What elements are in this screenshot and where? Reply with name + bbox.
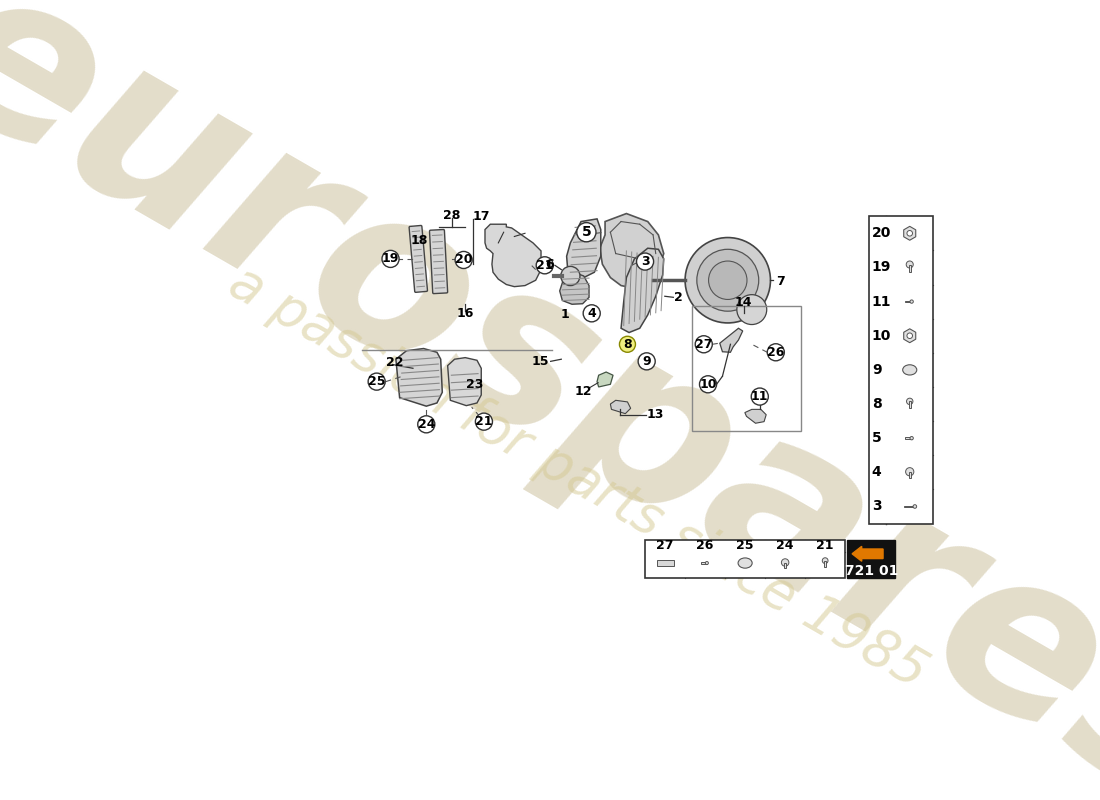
Circle shape: [768, 344, 784, 361]
Text: 26: 26: [767, 346, 784, 358]
Text: 19: 19: [382, 253, 399, 266]
Polygon shape: [621, 248, 663, 333]
Circle shape: [619, 336, 636, 352]
Text: 21: 21: [536, 259, 553, 272]
Text: 26: 26: [696, 539, 714, 553]
Text: 18: 18: [410, 234, 428, 246]
Circle shape: [751, 388, 768, 405]
Bar: [784, 562, 786, 568]
FancyArrow shape: [852, 546, 883, 562]
Text: 15: 15: [531, 355, 549, 368]
FancyBboxPatch shape: [645, 539, 845, 578]
Ellipse shape: [903, 365, 916, 375]
Text: 9: 9: [872, 363, 881, 377]
Text: 721 01: 721 01: [845, 563, 898, 578]
Text: 27: 27: [657, 539, 674, 553]
Circle shape: [368, 373, 385, 390]
Circle shape: [583, 305, 601, 322]
Circle shape: [700, 376, 716, 393]
Circle shape: [908, 333, 913, 338]
Circle shape: [695, 336, 713, 353]
Polygon shape: [597, 372, 613, 387]
Text: 24: 24: [777, 539, 794, 553]
Circle shape: [905, 468, 914, 476]
Text: 11: 11: [872, 294, 891, 309]
Text: 5: 5: [582, 226, 591, 239]
Text: 3: 3: [641, 255, 649, 268]
Circle shape: [561, 266, 580, 286]
FancyBboxPatch shape: [847, 539, 895, 578]
Polygon shape: [905, 438, 912, 439]
Text: 25: 25: [736, 539, 754, 553]
Circle shape: [685, 238, 770, 323]
Polygon shape: [485, 224, 541, 286]
Text: 3: 3: [872, 499, 881, 514]
Circle shape: [455, 251, 472, 269]
Polygon shape: [905, 301, 912, 302]
Polygon shape: [610, 400, 630, 414]
Circle shape: [382, 250, 399, 267]
Text: 19: 19: [872, 261, 891, 274]
Text: 14: 14: [735, 296, 752, 309]
Text: 27: 27: [695, 338, 713, 350]
Circle shape: [908, 230, 913, 236]
Text: 5: 5: [872, 431, 881, 445]
Text: a passion for parts since 1985: a passion for parts since 1985: [220, 256, 936, 699]
Text: 8: 8: [623, 338, 631, 350]
Text: 8: 8: [872, 397, 881, 411]
Text: 10: 10: [700, 378, 717, 390]
Polygon shape: [566, 219, 601, 278]
Polygon shape: [745, 410, 767, 423]
Circle shape: [637, 253, 653, 270]
Circle shape: [576, 222, 596, 242]
Text: 22: 22: [386, 357, 404, 370]
Bar: [824, 561, 826, 567]
Bar: [657, 560, 673, 566]
FancyBboxPatch shape: [429, 230, 448, 294]
Text: 20: 20: [872, 226, 891, 240]
Polygon shape: [701, 562, 707, 564]
Bar: [909, 472, 911, 478]
Circle shape: [536, 257, 553, 274]
Circle shape: [475, 413, 493, 430]
Circle shape: [705, 562, 708, 565]
Text: 7: 7: [776, 275, 784, 288]
Circle shape: [418, 416, 434, 433]
Polygon shape: [396, 349, 442, 406]
FancyBboxPatch shape: [869, 216, 933, 523]
Text: 11: 11: [751, 390, 769, 403]
Text: 6: 6: [546, 258, 554, 270]
Text: 9: 9: [642, 355, 651, 368]
Text: 4: 4: [872, 466, 881, 479]
Text: 24: 24: [418, 418, 434, 431]
Text: 16: 16: [456, 307, 474, 320]
Text: 1: 1: [561, 309, 570, 322]
Text: 17: 17: [473, 210, 491, 222]
Circle shape: [737, 294, 767, 325]
Circle shape: [906, 398, 913, 405]
Ellipse shape: [738, 558, 752, 568]
Text: 28: 28: [443, 209, 461, 222]
Text: 13: 13: [647, 408, 664, 422]
Text: 25: 25: [367, 375, 385, 388]
Text: 4: 4: [587, 307, 596, 320]
Circle shape: [708, 261, 747, 299]
Text: 2: 2: [674, 291, 683, 304]
Circle shape: [781, 558, 789, 566]
Circle shape: [910, 437, 913, 440]
Bar: [909, 402, 911, 408]
Circle shape: [823, 558, 828, 563]
Text: 20: 20: [455, 254, 472, 266]
Polygon shape: [719, 328, 742, 352]
Polygon shape: [448, 358, 482, 406]
Bar: [904, 506, 915, 507]
Text: 23: 23: [466, 378, 484, 390]
Polygon shape: [904, 329, 915, 342]
Circle shape: [913, 505, 916, 508]
Polygon shape: [600, 214, 663, 288]
Text: 21: 21: [816, 539, 834, 553]
Bar: [909, 265, 911, 272]
Circle shape: [638, 353, 656, 370]
Polygon shape: [904, 226, 915, 240]
